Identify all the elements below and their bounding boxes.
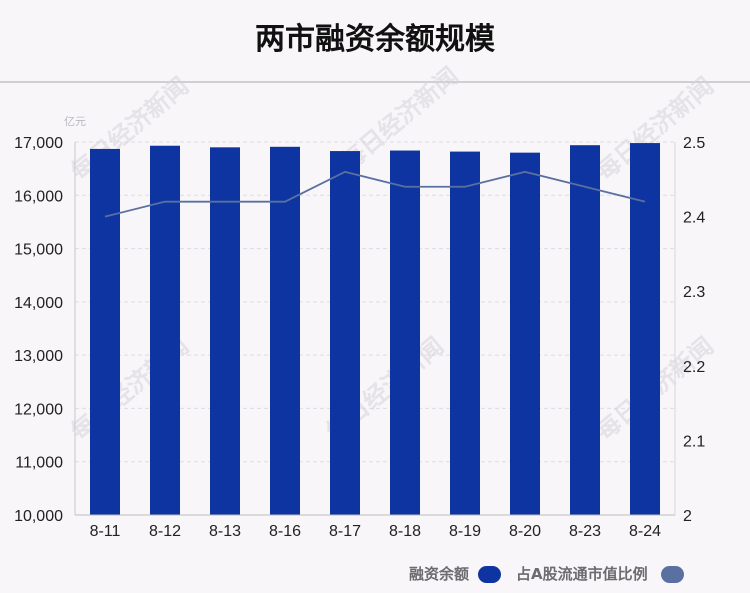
bar [330,151,360,515]
axes: 10,000 11,000 12,000 13,000 14,000 15,000 16,0… [14,135,705,540]
x-tick-label: 8-19 [449,523,481,540]
y-left-tick-label: 16,000 [14,188,63,205]
y-left-tick-label: 12,000 [14,401,63,418]
bar [630,143,660,515]
line-series [104,170,646,218]
ratio-line [104,170,646,218]
y-left-tick-label: 17,000 [14,135,63,152]
bar [150,145,180,516]
y-left-tick-label: 14,000 [14,295,63,312]
chart-title: 两市融资余额规模 [255,22,495,57]
legend-label-bar: 融资余额 [409,565,469,583]
bar [450,151,480,515]
y-right-tick-label: 2.2 [683,359,705,376]
y-left-tick-label: 10,000 [14,508,63,525]
x-tick-label: 8-24 [629,523,661,540]
legend-swatch-line [661,566,684,583]
bar [390,150,420,516]
x-tick-label: 8-20 [509,523,541,540]
bar-series [90,143,660,516]
bar [270,146,300,515]
y-right-tick-label: 2.3 [683,284,705,301]
legend: 融资余额 占A股流通市值比例 [409,565,684,583]
x-tick-label: 8-23 [569,523,601,540]
y-right-tick-label: 2 [683,508,692,525]
y-right-tick-label: 2.1 [683,433,705,450]
y-right-tick-label: 2.4 [683,210,705,227]
bar [570,145,600,515]
legend-swatch-bar [478,566,501,583]
legend-label-line: 占A股流通市值比例 [516,565,648,583]
x-tick-label: 8-16 [269,523,301,540]
bar [210,147,240,516]
y-left-tick-label: 11,000 [15,455,63,472]
y-right-tick-label: 2.5 [683,135,705,152]
x-tick-label: 8-12 [149,523,181,540]
y-left-tick-label: 13,000 [14,348,63,365]
x-tick-label: 8-17 [329,523,361,540]
bar [510,152,540,515]
x-tick-label: 8-13 [209,523,241,540]
y-axis-unit: 亿元 [64,115,86,128]
x-tick-label: 8-11 [90,523,121,540]
y-left-tick-label: 15,000 [14,242,63,259]
bar [90,148,120,516]
x-tick-label: 8-18 [389,523,421,540]
